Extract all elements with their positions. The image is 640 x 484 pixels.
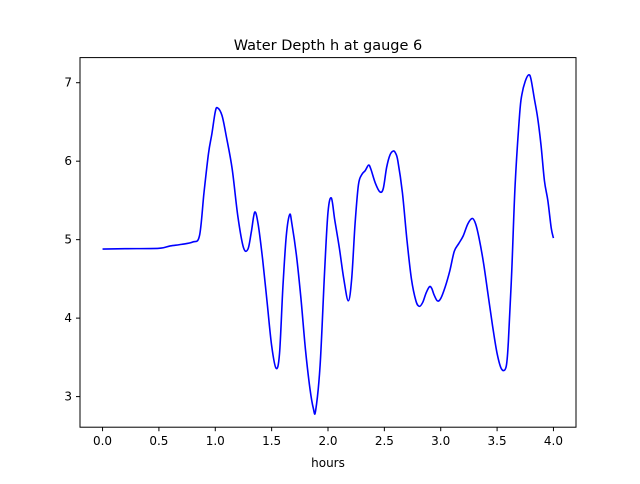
y-tick-label: 7 xyxy=(64,76,72,90)
ticks-layer: 0.0 0.5 1.0 1.5 2.0 2.5 3.0 3.5 4.0 3 4 5 6 7 xyxy=(64,76,563,448)
x-tick-label: 1.0 xyxy=(206,434,225,448)
y-tick-label: 4 xyxy=(64,311,72,325)
x-tick-label: 0.0 xyxy=(93,434,112,448)
chart-title: Water Depth h at gauge 6 xyxy=(234,38,422,54)
y-tick-label: 3 xyxy=(64,390,72,404)
x-tick-label: 2.5 xyxy=(375,434,394,448)
y-tick-label: 5 xyxy=(64,233,72,247)
series-layer xyxy=(102,73,555,415)
x-tick-label: 4.0 xyxy=(544,434,563,448)
x-tick-label: 2.0 xyxy=(318,434,337,448)
x-tick-label: 1.5 xyxy=(262,434,281,448)
x-tick-label: 3.5 xyxy=(488,434,507,448)
x-tick-label: 3.0 xyxy=(431,434,450,448)
y-tick-label: 6 xyxy=(64,154,72,168)
x-tick-label: 0.5 xyxy=(149,434,168,448)
series-line xyxy=(102,73,555,415)
plot-area-frame xyxy=(79,57,577,428)
x-axis-label: hours xyxy=(311,456,345,470)
